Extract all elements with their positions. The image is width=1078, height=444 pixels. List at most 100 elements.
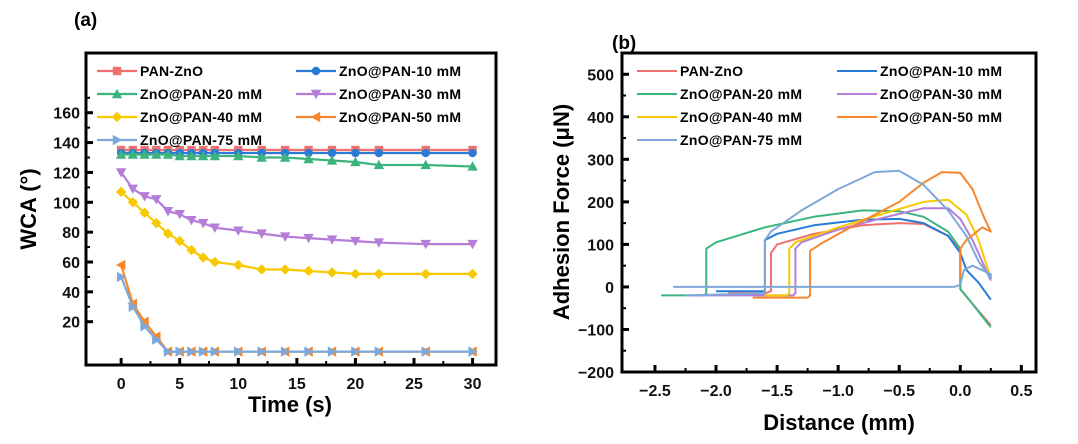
x-tick-label: 0.5	[1010, 383, 1032, 400]
legend-marker	[311, 66, 321, 76]
data-point	[256, 152, 267, 162]
data-point	[374, 148, 384, 158]
series-line-zno-pan-20-mm	[661, 209, 992, 328]
x-tick-label: 10	[229, 376, 247, 393]
series-line-zno-pan-40-mm	[120, 190, 473, 275]
data-point	[233, 150, 244, 161]
data-point	[116, 271, 127, 283]
data-point	[374, 346, 385, 357]
series-line-zno-pan-20-mm	[121, 153, 473, 168]
legend-item-zno-pan-40-mm: ZnO@PAN-40 mM	[97, 109, 262, 125]
x-tick-label: 0	[117, 376, 126, 393]
data-point	[304, 148, 313, 158]
series-line-zno-pan-75-mm	[673, 169, 992, 297]
series-line-zno-pan-75-mm	[120, 276, 473, 353]
data-point	[151, 149, 162, 159]
data-point	[468, 148, 477, 158]
data-point	[186, 215, 197, 226]
y-tick-label: −100	[578, 322, 614, 339]
data-point	[327, 346, 338, 357]
legend-item-zno-pan-10-mm: ZnO@PAN-10 mM	[837, 63, 1002, 79]
y-tick-label: 140	[53, 136, 80, 153]
data-point	[115, 168, 127, 178]
y-tick-label: 80	[62, 225, 80, 242]
series-line-zno-pan-50-mm	[752, 171, 992, 299]
data-point	[115, 259, 126, 271]
y-tick-label: 500	[587, 67, 614, 84]
data-point	[174, 150, 185, 161]
legend-item-zno-pan-20-mm: ZnO@PAN-20 mM	[637, 86, 802, 102]
legend-label: PAN-ZnO	[680, 63, 743, 79]
data-point	[467, 268, 478, 280]
series-zno-pan-75-mm	[116, 271, 478, 357]
legend-item-zno-pan-30-mm: ZnO@PAN-30 mM	[296, 86, 461, 102]
data-point	[420, 239, 431, 250]
legend-label: ZnO@PAN-50 mM	[339, 109, 461, 125]
data-point	[209, 256, 221, 268]
data-point	[186, 244, 197, 256]
data-point	[351, 346, 361, 357]
data-point	[162, 149, 174, 159]
data-point	[256, 264, 267, 275]
legend-label: ZnO@PAN-75 mM	[680, 132, 802, 148]
series-line-zno-pan-30-mm	[120, 171, 473, 246]
data-point	[115, 186, 127, 198]
data-point	[326, 267, 338, 278]
data-point	[420, 268, 431, 280]
panel-a: (a) 0 5 10 15 20 25 30 20 40 60 80 100 120 140 160 PAN…	[16, 10, 498, 417]
x-tick-label: 20	[347, 376, 365, 393]
legend-item-zno-pan-30-mm: ZnO@PAN-30 mM	[837, 86, 1002, 102]
x-tick-label: 5	[175, 376, 184, 393]
y-tick-label: 400	[587, 110, 614, 127]
data-point	[280, 346, 291, 357]
data-point	[175, 346, 185, 357]
panel-b-y-axis-title: Adhesion Force (μN)	[549, 104, 574, 320]
x-tick-label: 0.0	[949, 383, 971, 400]
data-point	[197, 218, 209, 229]
data-point	[162, 207, 174, 217]
legend-label: ZnO@PAN-30 mM	[339, 86, 461, 102]
legend-marker	[112, 134, 123, 146]
y-tick-label: 60	[62, 255, 80, 272]
data-point	[139, 192, 150, 202]
legend-label: ZnO@PAN-10 mM	[880, 63, 1002, 79]
data-point	[140, 320, 150, 332]
panel-b-x-axis-title: Distance (mm)	[763, 410, 915, 435]
data-point	[421, 148, 430, 158]
data-point	[279, 232, 291, 242]
data-point	[326, 155, 338, 165]
x-tick-label: 25	[405, 376, 423, 393]
y-tick-label: 0	[605, 280, 614, 297]
data-point	[326, 235, 338, 245]
data-point	[127, 197, 139, 208]
data-point	[373, 159, 385, 170]
legend-item-zno-pan-75-mm: ZnO@PAN-75 mM	[97, 132, 262, 148]
data-point	[209, 150, 221, 161]
data-point	[327, 148, 337, 158]
data-point	[163, 346, 174, 357]
legend-label: ZnO@PAN-40 mM	[140, 109, 262, 125]
data-point	[467, 239, 478, 250]
legend-marker	[111, 111, 123, 123]
panel-b-ticks: −2.5 −2.0 −1.5 −1.0 −0.5 0.0 0.5 −200 −100 0 100 20…	[578, 67, 1033, 400]
panel-a-series	[115, 145, 478, 357]
x-tick-label: 15	[288, 376, 306, 393]
legend-marker	[112, 66, 122, 76]
data-point	[233, 259, 244, 271]
data-point	[127, 149, 139, 159]
legend-label: ZnO@PAN-40 mM	[680, 109, 802, 125]
legend-item-zno-pan-75-mm: ZnO@PAN-75 mM	[637, 132, 802, 148]
x-tick-label: −2.0	[700, 383, 732, 400]
legend-label: PAN-ZnO	[140, 63, 203, 79]
panel-a-ticks: 0 5 10 15 20 25 30 20 40 60 80 100 120 140 160	[53, 96, 482, 393]
data-point	[350, 236, 361, 247]
data-point	[233, 226, 244, 236]
series-line-zno-pan-50-mm	[120, 264, 473, 353]
x-tick-label: −2.5	[639, 383, 671, 400]
data-point	[139, 316, 149, 327]
legend-item-zno-pan-20-mm: ZnO@PAN-20 mM	[97, 86, 262, 102]
legend-item-zno-pan-40-mm: ZnO@PAN-40 mM	[637, 109, 802, 125]
data-point	[373, 238, 385, 248]
data-point	[256, 229, 267, 239]
